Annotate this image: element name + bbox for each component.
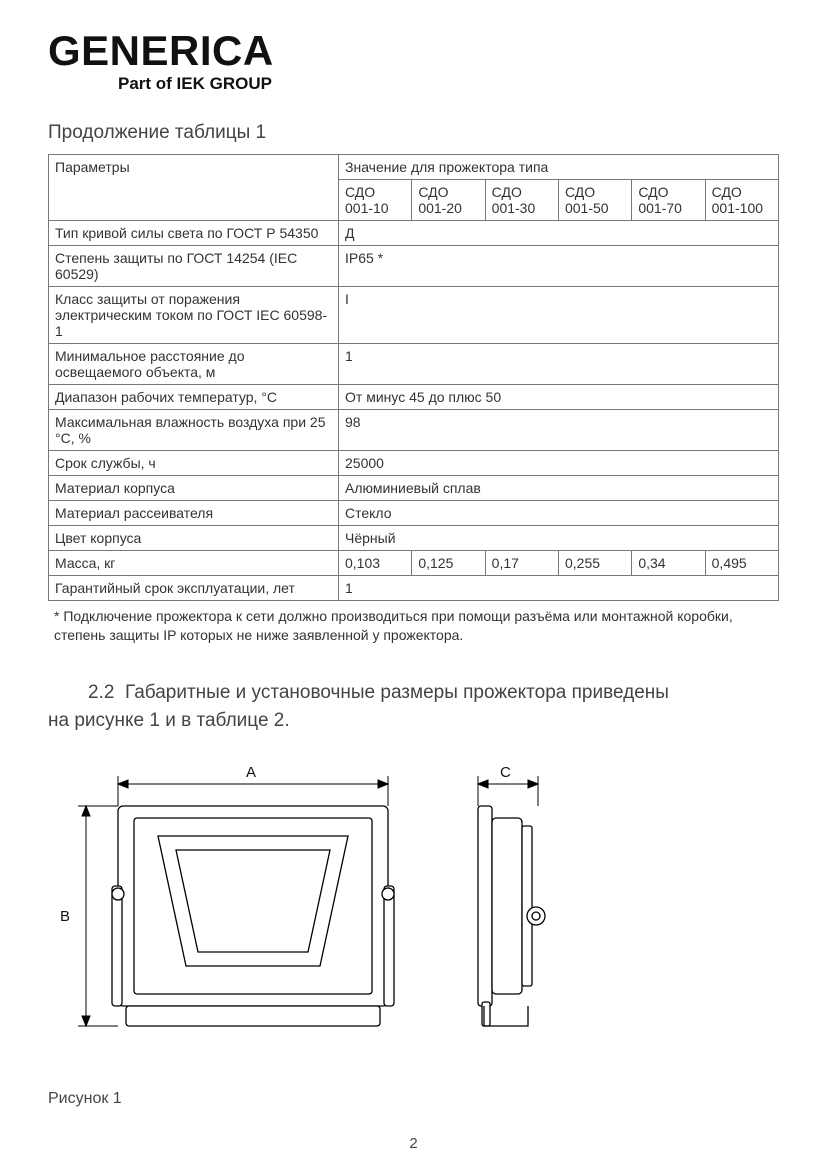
value-cell: 0,495 xyxy=(705,551,778,576)
dim-label-b: B xyxy=(60,908,70,925)
value-cell: 1 xyxy=(339,576,779,601)
value-cell: Алюминиевый сплав xyxy=(339,476,779,501)
dim-label-a: A xyxy=(246,764,256,781)
table-row: Степень защиты по ГОСТ 14254 (IEC 60529)… xyxy=(49,246,779,287)
value-cell: 25000 xyxy=(339,451,779,476)
param-cell: Материал рассеивателя xyxy=(49,501,339,526)
table-row: Тип кривой силы света по ГОСТ Р 54350 Д xyxy=(49,221,779,246)
brand-subtitle: Part of IEK GROUP xyxy=(118,74,779,94)
section-num: 2.2 xyxy=(88,682,114,703)
header-value: Значение для прожектора типа xyxy=(339,155,779,180)
value-cell: От минус 45 до плюс 50 xyxy=(339,385,779,410)
value-cell: 0,34 xyxy=(632,551,705,576)
param-cell: Диапазон рабочих температур, °С xyxy=(49,385,339,410)
page-number: 2 xyxy=(0,1135,827,1152)
value-cell: 98 xyxy=(339,410,779,451)
table-row: Максимальная влажность воздуха при 25 °С… xyxy=(49,410,779,451)
value-cell: I xyxy=(339,287,779,344)
model-header: СДО 001-70 xyxy=(632,180,705,221)
brand-name: GENERICA xyxy=(48,30,779,72)
param-cell: Степень защиты по ГОСТ 14254 (IEC 60529) xyxy=(49,246,339,287)
model-header: СДО 001-20 xyxy=(412,180,485,221)
model-header: СДО 001-100 xyxy=(705,180,778,221)
figure-1: A B C xyxy=(48,766,779,1066)
table-row: Материал рассеивателя Стекло xyxy=(49,501,779,526)
header-param: Параметры xyxy=(49,155,339,221)
table-row: Минимальное расстояние до освещаемого об… xyxy=(49,344,779,385)
value-cell: 1 xyxy=(339,344,779,385)
value-cell: Чёрный xyxy=(339,526,779,551)
param-cell: Материал корпуса xyxy=(49,476,339,501)
model-header: СДО 001-50 xyxy=(558,180,631,221)
param-cell: Класс защиты от поражения электрическим … xyxy=(49,287,339,344)
table-row: Материал корпуса Алюминиевый сплав xyxy=(49,476,779,501)
model-header: СДО 001-30 xyxy=(485,180,558,221)
value-cell: 0,255 xyxy=(558,551,631,576)
value-cell: 0,125 xyxy=(412,551,485,576)
value-cell: 0,103 xyxy=(339,551,412,576)
section-2-2: 2.2 Габаритные и установочные размеры пр… xyxy=(48,679,779,736)
brand-logo: GENERICA Part of IEK GROUP xyxy=(48,30,779,94)
side-view xyxy=(478,806,545,1026)
table-row: Гарантийный срок эксплуатации, лет 1 xyxy=(49,576,779,601)
section-line1: Габаритные и установочные размеры прожек… xyxy=(125,682,669,703)
table-row: Диапазон рабочих температур, °С От минус… xyxy=(49,385,779,410)
table-row: Класс защиты от поражения электрическим … xyxy=(49,287,779,344)
table-row: Цвет корпуса Чёрный xyxy=(49,526,779,551)
table-row: Масса, кг 0,103 0,125 0,17 0,255 0,34 0,… xyxy=(49,551,779,576)
spec-table: Параметры Значение для прожектора типа С… xyxy=(48,154,779,601)
table-caption: Продолжение таблицы 1 xyxy=(48,122,779,144)
param-cell: Минимальное расстояние до освещаемого об… xyxy=(49,344,339,385)
param-cell: Гарантийный срок эксплуатации, лет xyxy=(49,576,339,601)
section-line2: на рисунке 1 и в таблице 2. xyxy=(48,710,290,731)
model-header: СДО 001-10 xyxy=(339,180,412,221)
front-view xyxy=(112,806,394,1026)
value-cell: Д xyxy=(339,221,779,246)
table-row: Параметры Значение для прожектора типа xyxy=(49,155,779,180)
param-cell: Масса, кг xyxy=(49,551,339,576)
figure-1-svg xyxy=(48,766,608,1046)
param-cell: Тип кривой силы света по ГОСТ Р 54350 xyxy=(49,221,339,246)
value-cell: Стекло xyxy=(339,501,779,526)
figure-caption: Рисунок 1 xyxy=(48,1090,779,1108)
param-cell: Цвет корпуса xyxy=(49,526,339,551)
param-cell: Максимальная влажность воздуха при 25 °С… xyxy=(49,410,339,451)
param-cell: Срок службы, ч xyxy=(49,451,339,476)
value-cell: 0,17 xyxy=(485,551,558,576)
value-cell: IP65 * xyxy=(339,246,779,287)
table-row: Срок службы, ч 25000 xyxy=(49,451,779,476)
table-footnote: * Подключение прожектора к сети должно п… xyxy=(48,607,779,645)
dim-label-c: C xyxy=(500,764,511,781)
